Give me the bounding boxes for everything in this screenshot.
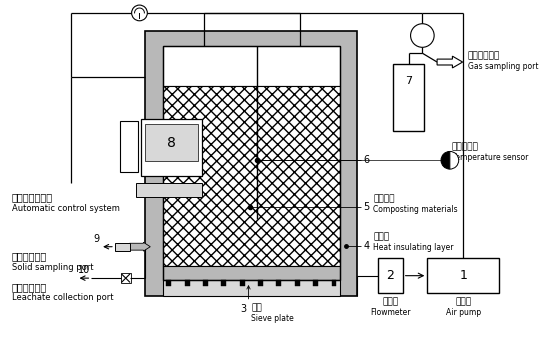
Bar — [331, 280, 336, 286]
Wedge shape — [450, 152, 458, 169]
Bar — [145, 124, 199, 161]
Text: 5: 5 — [363, 202, 369, 212]
Bar — [145, 30, 357, 296]
Text: 温度传感器: 温度传感器 — [452, 142, 479, 151]
Bar — [378, 259, 403, 293]
Bar — [258, 280, 263, 286]
Text: Flowmeter: Flowmeter — [370, 308, 411, 317]
Bar — [163, 86, 340, 266]
Text: 9: 9 — [93, 234, 100, 244]
Text: 4: 4 — [363, 241, 369, 251]
Text: Sieve plate: Sieve plate — [252, 315, 294, 323]
Bar — [163, 280, 340, 296]
Text: Solid sampling port: Solid sampling port — [12, 263, 93, 272]
Text: Leachate collection port: Leachate collection port — [12, 293, 113, 302]
Text: 堆肥物料: 堆肥物料 — [373, 194, 395, 203]
Bar — [185, 280, 190, 286]
Text: 流量计: 流量计 — [382, 298, 399, 307]
Text: Composting materials: Composting materials — [373, 205, 458, 214]
Circle shape — [132, 5, 147, 21]
Bar — [203, 280, 208, 286]
Polygon shape — [437, 56, 463, 68]
Circle shape — [410, 24, 434, 47]
Text: 1: 1 — [459, 269, 467, 282]
Text: Heat insulating layer: Heat insulating layer — [373, 243, 454, 252]
Bar — [222, 280, 226, 286]
Bar — [115, 243, 129, 251]
Text: 3: 3 — [241, 304, 247, 314]
Text: 6: 6 — [363, 155, 369, 165]
Text: 固体样采集口: 固体样采集口 — [12, 252, 47, 261]
Bar — [393, 64, 424, 131]
Text: 10: 10 — [79, 265, 91, 275]
Bar — [142, 119, 202, 176]
Text: 渗滤液收集口: 渗滤液收集口 — [12, 282, 47, 292]
FancyArrow shape — [129, 242, 150, 251]
Bar — [120, 121, 138, 172]
Bar — [427, 259, 499, 293]
Bar — [295, 280, 300, 286]
Bar — [313, 280, 318, 286]
Bar — [240, 280, 245, 286]
Text: 7: 7 — [405, 76, 412, 86]
Bar — [163, 46, 340, 86]
Text: 8: 8 — [168, 135, 176, 149]
Text: Air pump: Air pump — [446, 308, 481, 317]
Bar — [276, 280, 281, 286]
Text: 筛板: 筛板 — [252, 304, 262, 313]
Text: 绝热层: 绝热层 — [373, 232, 389, 241]
Text: Gas sampling port: Gas sampling port — [467, 62, 538, 71]
Bar — [163, 266, 340, 280]
Text: 自动化控制系统: 自动化控制系统 — [12, 193, 53, 203]
Text: Automatic control system: Automatic control system — [12, 204, 119, 213]
Bar — [135, 183, 202, 197]
Text: 空气泵: 空气泵 — [455, 298, 471, 307]
Text: Temperature sensor: Temperature sensor — [452, 153, 528, 162]
Text: 2: 2 — [387, 269, 394, 282]
Bar — [121, 273, 131, 283]
Wedge shape — [441, 152, 450, 169]
Text: 气体样采集口: 气体样采集口 — [467, 52, 500, 61]
Bar — [166, 280, 171, 286]
Bar — [163, 46, 340, 280]
